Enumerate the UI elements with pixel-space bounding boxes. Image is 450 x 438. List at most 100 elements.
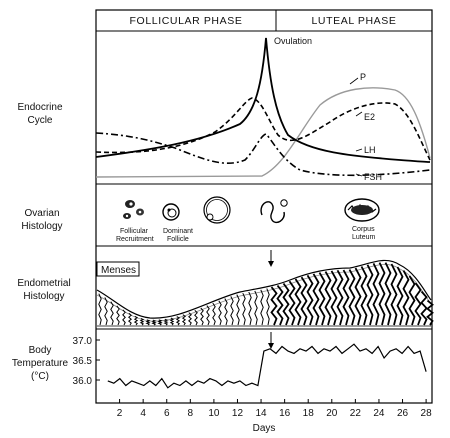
endometrial-gland (282, 282, 290, 326)
x-tick-label: 18 (303, 408, 315, 419)
temperature-chart: 37.0 36.5 36.0 (73, 332, 427, 402)
corpus-luteum-drawing (344, 198, 380, 222)
endometrial-gland (306, 274, 314, 326)
svg-text:Histology: Histology (21, 221, 62, 232)
svg-text:Endometrial: Endometrial (17, 278, 70, 289)
x-axis-label: Days (253, 423, 276, 434)
endometrial-gland (224, 298, 228, 326)
ovulation-label: Ovulation (274, 36, 312, 46)
p-curve-label: P (360, 72, 366, 82)
endometrial-gland (372, 263, 380, 326)
endometrial-gland (254, 290, 258, 326)
follicular-phase-label: FOLLICULAR PHASE (130, 15, 243, 27)
endometrial-gland (212, 302, 216, 326)
endometrial-gland (122, 309, 126, 326)
x-axis: 2 4 6 8 10 12 14 16 18 20 22 24 26 28 (117, 399, 432, 419)
temperature-y-ticks: 37.0 36.5 36.0 (73, 336, 100, 387)
progesterone-curve (95, 87, 431, 178)
endometrial-gland (116, 305, 120, 326)
svg-text:(°C): (°C) (31, 371, 49, 382)
x-tick-label: 2 (117, 408, 123, 419)
temp-tick-36-5: 36.5 (73, 356, 93, 367)
endometrial-gland (348, 269, 356, 326)
fsh-curve (95, 132, 431, 177)
svg-text:Follicular: Follicular (120, 228, 149, 235)
endometrial-gland (342, 269, 350, 326)
endometrial-histology: Menses (96, 250, 434, 327)
endometrial-gland (384, 262, 392, 326)
endometrial-gland (242, 292, 246, 326)
svg-text:Recruitment: Recruitment (116, 236, 154, 243)
x-tick-label: 20 (326, 408, 338, 419)
temperature-series (107, 343, 427, 389)
phase-header: FOLLICULAR PHASE LUTEAL PHASE (96, 10, 432, 32)
x-tick-label: 22 (350, 408, 362, 419)
endometrial-gland (260, 289, 264, 326)
menses-label: Menses (101, 265, 136, 276)
endometrial-gland (128, 312, 132, 326)
x-tick-label: 28 (421, 408, 433, 419)
x-tick-label: 16 (279, 408, 291, 419)
endometrial-gland (318, 272, 326, 326)
endometrial-gland (169, 317, 175, 326)
endometrial-gland (354, 267, 362, 326)
endometrial-gland (330, 270, 338, 326)
temp-tick-37: 37.0 (73, 336, 93, 347)
endometrial-gland (188, 312, 192, 326)
svg-text:Follicle: Follicle (167, 236, 189, 243)
svg-text:Body: Body (29, 345, 52, 356)
row-label-endometrial: Endometrial Histology (17, 278, 70, 302)
x-tick-label: 4 (140, 408, 146, 419)
endometrial-gland (139, 317, 145, 326)
endometrial-gland (163, 318, 169, 326)
ovarian-histology: Follicular Recruitment Dominant Follicle… (116, 196, 380, 243)
endometrial-gland (276, 284, 284, 326)
endometrial-gland (133, 315, 139, 326)
endometrial-gland (236, 294, 240, 326)
endometrial-gland (104, 297, 108, 326)
diagram-frame (95, 9, 433, 404)
endometrial-gland (151, 319, 157, 326)
row-label-endocrine: Endocrine Cycle (17, 102, 62, 126)
endometrial-gland (181, 314, 187, 326)
x-tick-label: 10 (208, 408, 220, 419)
endocrine-curves: Ovulation P E2 LH FSH (95, 36, 431, 182)
x-tick-label: 12 (232, 408, 244, 419)
lh-curve (95, 37, 431, 163)
endometrial-gland (426, 299, 434, 326)
luteal-phase-label: LUTEAL PHASE (311, 15, 396, 27)
endometrial-glands (98, 262, 434, 326)
menses-box (96, 261, 140, 277)
row-label-temperature: Body Temperature (°C) (12, 345, 69, 382)
svg-text:Ovarian: Ovarian (24, 208, 59, 219)
endometrial-gland (248, 291, 252, 326)
endometrial-gland (206, 305, 210, 326)
endometrial-gland (200, 307, 204, 326)
endometrial-gland (194, 310, 198, 326)
endometrial-gland (300, 276, 308, 326)
endometrial-gland (378, 262, 386, 326)
svg-text:Temperature: Temperature (12, 358, 69, 369)
endometrial-gland (98, 293, 102, 326)
preovulatory-follicle-drawing (203, 196, 231, 224)
endometrial-gland (420, 290, 428, 326)
x-tick-label: 6 (164, 408, 170, 419)
endometrial-gland (324, 271, 332, 326)
svg-text:Cycle: Cycle (27, 115, 52, 126)
endometrial-gland (360, 266, 368, 326)
endometrial-gland (408, 275, 416, 326)
x-tick-label: 14 (255, 408, 267, 419)
endometrial-gland (312, 273, 320, 326)
endometrial-gland (175, 316, 181, 326)
svg-text:Dominant: Dominant (163, 228, 193, 235)
endometrial-gland (366, 264, 374, 326)
e2-curve-label: E2 (364, 112, 375, 122)
endometrial-gland (294, 278, 302, 326)
endometrial-gland (414, 282, 422, 326)
x-tick-label: 24 (373, 408, 385, 419)
svg-text:Endocrine: Endocrine (17, 102, 62, 113)
endometrial-gland (110, 301, 114, 326)
x-tick-label: 26 (397, 408, 409, 419)
endometrial-gland (396, 266, 404, 326)
endometrial-gland (145, 319, 151, 326)
